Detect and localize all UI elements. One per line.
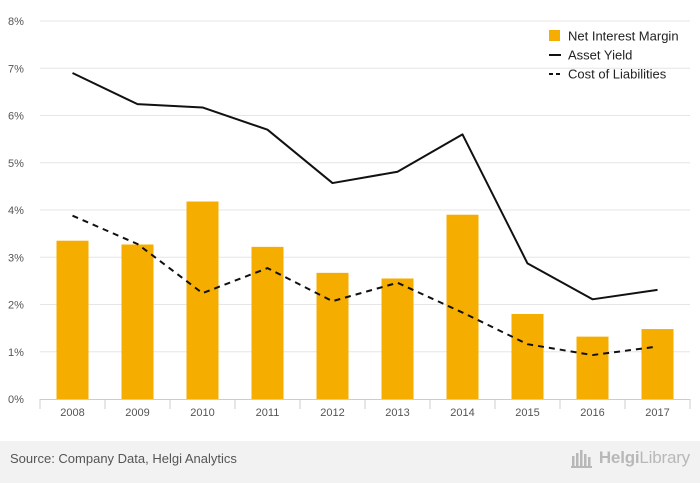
legend-swatch xyxy=(549,30,560,41)
x-tick-label: 2011 xyxy=(256,407,280,419)
line-asset-yield xyxy=(72,72,658,301)
x-tick-label: 2009 xyxy=(125,407,149,419)
y-tick-label: 0% xyxy=(8,394,24,406)
bar xyxy=(511,313,544,399)
x-tick-label: 2016 xyxy=(580,407,604,419)
bar xyxy=(251,246,284,399)
x-tick-label: 2010 xyxy=(190,407,214,419)
bars-net-interest-margin xyxy=(56,201,674,399)
brand-name: HelgiLibrary xyxy=(598,448,690,467)
x-tick-label: 2015 xyxy=(515,407,539,419)
x-tick-label: 2013 xyxy=(385,407,409,419)
y-tick-label: 8% xyxy=(8,16,24,28)
series-lines xyxy=(72,72,658,357)
bar xyxy=(576,336,609,399)
footer: Source: Company Data, Helgi Analytics He… xyxy=(0,441,700,483)
x-tick-label: 2012 xyxy=(320,407,344,419)
legend-label: Asset Yield xyxy=(568,48,632,63)
library-icon xyxy=(570,450,592,468)
bar xyxy=(121,244,154,399)
x-tick-label: 2017 xyxy=(645,407,669,419)
bar xyxy=(56,240,89,399)
legend: Net Interest Margin Asset Yield Cost of Li… xyxy=(549,29,679,82)
y-tick-label: 3% xyxy=(8,252,24,264)
brand-logo: HelgiLibrary xyxy=(570,448,690,468)
bar xyxy=(381,278,414,399)
x-tick-label: 2008 xyxy=(60,407,84,419)
bar xyxy=(186,201,219,399)
y-tick-label: 1% xyxy=(8,347,24,359)
bar xyxy=(316,272,349,399)
line-cost-of-liabilities xyxy=(72,214,658,357)
y-tick-label: 2% xyxy=(8,300,24,312)
legend-label: Cost of Liabilities xyxy=(568,67,667,82)
x-tick-label: 2014 xyxy=(450,407,474,419)
y-tick-label: 4% xyxy=(8,205,24,217)
y-axis-ticks: 0% 1% 2% 3% 4% 5% 6% 7% 8% xyxy=(8,16,24,406)
x-axis: 2008 2009 2010 2011 2012 2013 2014 2015 2016 2017 xyxy=(39,399,691,419)
y-tick-label: 6% xyxy=(8,111,24,123)
chart: 0%1%2%3%4%5%6%7%8% 2008 2009 2010 2011 2012 2… xyxy=(8,16,691,419)
bar xyxy=(641,329,674,399)
source-note: Source: Company Data, Helgi Analytics xyxy=(10,451,237,466)
y-tick-label: 7% xyxy=(8,63,24,75)
legend-label: Net Interest Margin xyxy=(568,29,679,44)
y-tick-label: 5% xyxy=(8,158,24,170)
